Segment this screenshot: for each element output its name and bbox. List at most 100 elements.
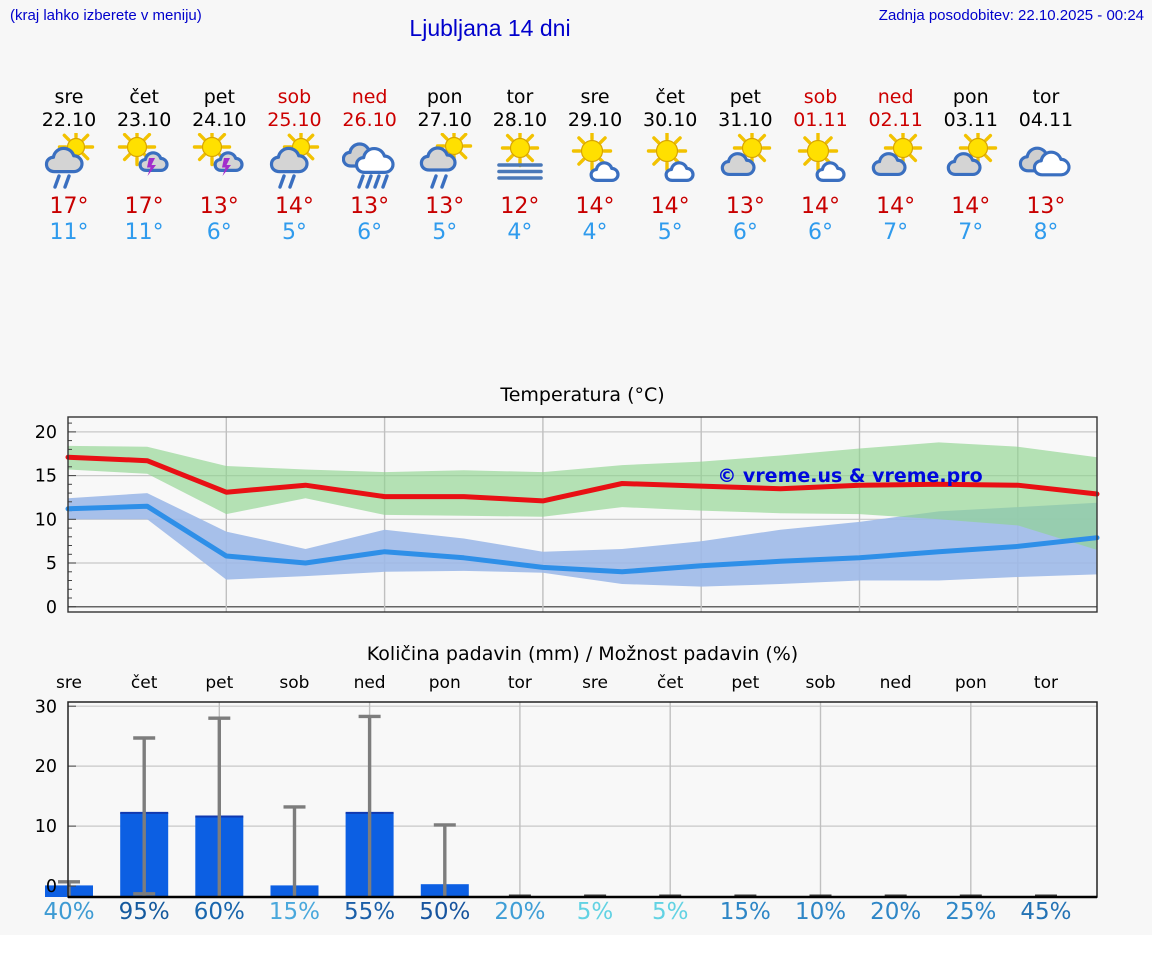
precip-probability-label: 25% (945, 899, 997, 925)
tmin-label: 4° (582, 220, 608, 245)
day-name-label: ned (877, 86, 914, 108)
precip-day-label: pet (205, 673, 234, 693)
precip-day-label: sob (805, 673, 836, 693)
day-date-label: 04.11 (1018, 109, 1074, 131)
day-date-label: 23.10 (116, 109, 172, 131)
sun-fog-icon (482, 128, 558, 193)
day-name-label: pet (729, 86, 761, 108)
day-name-label: pon (426, 86, 463, 108)
sun-cloud-storm-icon (181, 127, 257, 193)
precip-day-label: pon (428, 673, 461, 693)
day-name-label: sob (277, 86, 312, 108)
day-name-label: pet (203, 86, 235, 108)
precip-day-label: ned (353, 673, 386, 693)
temp-max-line (65, 454, 1100, 504)
day-date-label: 31.10 (718, 109, 773, 131)
tmin-label: 6° (732, 220, 758, 245)
precip-day-label: tor (1033, 673, 1058, 693)
precip-day-label: čet (130, 673, 158, 693)
temp-ytick-label: 20 (35, 423, 57, 443)
precip-probability-label: 45% (1020, 899, 1072, 925)
tmax-label: 14° (951, 194, 991, 219)
precip-day-label: čet (656, 673, 684, 693)
precip-probability-label: 20% (494, 899, 546, 925)
forecast-day-column: sre 29.10 14° 4° (557, 86, 633, 246)
day-name-label: čet (129, 86, 159, 108)
watermark-link[interactable]: © vreme.us & vreme.pro (717, 465, 982, 487)
last-update-text: Zadnja posodobitev: 22.10.2025 - 00:24 (878, 7, 1144, 24)
precip-probability-label: 95% (118, 899, 170, 925)
precip-probability-label: 55% (344, 899, 396, 925)
day-date-label: 25.10 (267, 109, 322, 131)
tmax-label: 13° (199, 194, 239, 219)
day-date-label: 29.10 (567, 109, 623, 131)
tmax-label: 13° (350, 194, 390, 219)
tmin-label: 5° (281, 220, 307, 245)
temperature-chart-title: Temperatura (°C) (500, 384, 665, 406)
forecast-day-column: tor 04.11 13° 8° (1008, 86, 1084, 246)
day-name-label: tor (1032, 86, 1060, 108)
tmin-label: 7° (958, 220, 984, 245)
precipitation-chart: 0 10 20 30 (0, 640, 1152, 920)
forecast-day-column: sre 22.10 17° 11° (31, 86, 107, 246)
tmax-label: 14° (650, 194, 690, 219)
forecast-day-column: pet 24.10 13° 6° (181, 86, 257, 246)
precip-ytick-label: 0 (46, 877, 57, 897)
tmax-label: 17° (124, 194, 164, 219)
tmin-label: 7° (883, 220, 909, 245)
precip-ytick-label: 30 (35, 697, 57, 717)
precip-day-label: pet (731, 673, 760, 693)
tmin-label: 6° (206, 220, 232, 245)
precip-probability-label: 15% (268, 899, 320, 925)
forecast-day-column: ned 26.10 13° 6° (332, 86, 408, 246)
forecast-day-column: čet 30.10 14° 5° (632, 86, 708, 246)
precip-day-label: sre (582, 673, 609, 693)
tmax-label: 14° (801, 194, 840, 219)
day-name-label: pon (952, 86, 989, 108)
clouds-rain-icon (332, 133, 408, 193)
precip-day-label: sob (279, 673, 310, 693)
tmax-label: 12° (500, 194, 540, 219)
precip-probability-label: 15% (719, 899, 771, 925)
day-date-label: 24.10 (192, 109, 247, 131)
precip-day-label: sre (56, 673, 82, 693)
precip-probability-label: 40% (43, 899, 95, 925)
precip-probability-label: 60% (193, 899, 245, 925)
tmin-label: 4° (507, 220, 533, 245)
temp-ytick-label: 10 (35, 510, 57, 530)
precip-probability-label: 50% (419, 899, 471, 925)
precip-day-label: ned (879, 673, 912, 693)
day-date-label: 30.10 (642, 109, 698, 131)
tmax-label: 17° (49, 194, 89, 219)
day-date-label: 22.10 (41, 109, 97, 131)
day-date-label: 26.10 (342, 109, 397, 131)
sun-cloud-storm-icon (106, 127, 182, 193)
tmin-label: 6° (357, 220, 383, 245)
day-date-label: 28.10 (492, 109, 548, 131)
tmin-label: 11° (49, 220, 89, 245)
tmax-label: 13° (725, 194, 765, 219)
tmax-label: 14° (274, 194, 314, 219)
temp-ytick-label: 0 (46, 598, 57, 618)
sun-small-cloud-icon (557, 130, 633, 193)
sun-small-cloud-icon (632, 130, 708, 193)
forecast-day-column: pon 27.10 13° 5° (407, 86, 483, 246)
temperature-chart: 0 5 10 15 20 © vreme.us & vreme.pro (0, 378, 1152, 626)
day-date-label: 03.11 (943, 109, 998, 131)
day-date-label: 01.11 (793, 109, 848, 131)
cloud-sun-icon (707, 128, 783, 193)
page-title: Ljubljana 14 dni (409, 15, 571, 41)
day-name-label: sre (580, 86, 610, 108)
day-name-label: sre (54, 86, 84, 108)
precip-day-label: pon (954, 673, 987, 693)
precipitation-chart-title: Količina padavin (mm) / Možnost padavin … (366, 643, 799, 665)
forecast-day-column: sob 01.11 14° 6° (783, 86, 859, 246)
cloud-sun-icon (933, 128, 1009, 193)
day-date-label: 27.10 (417, 109, 472, 131)
tmin-label: 6° (808, 220, 833, 245)
forecast-day-column: ned 02.11 14° 7° (858, 86, 934, 246)
precip-probability-label: 10% (794, 899, 847, 925)
day-name-label: sob (803, 86, 838, 108)
day-name-label: ned (351, 86, 388, 108)
